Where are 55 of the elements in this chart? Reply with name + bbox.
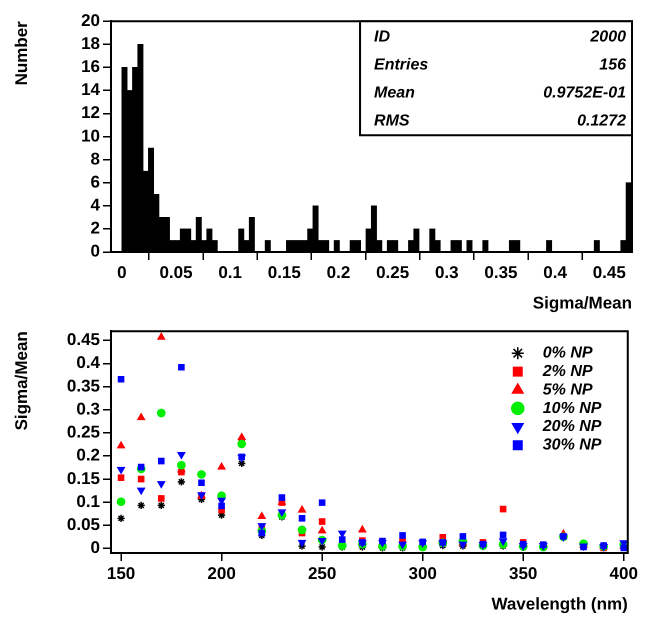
x-tick-label: 150 [106,564,136,583]
annotation: Mean [374,84,416,102]
annotation: 2000 [589,28,626,46]
x-tick-label: 0.05 [159,262,193,282]
x-tick-label: 0.3 [434,262,459,282]
y-tick-label: 10 [81,126,100,146]
y-tick-label: 0.15 [66,468,100,488]
annotation: 156 [599,56,626,74]
legend-label: 10% NP [542,400,602,417]
legend-label: 30% NP [542,436,602,454]
x-axis-title: Wavelength (nm) [491,594,628,614]
y-tick-label: 0 [90,538,100,558]
y-tick-label: 4 [90,196,101,215]
y-axis-title: Number [12,20,31,86]
y-tick-label: 20 [81,10,100,30]
x-axis-title: Sigma/Mean [532,293,632,312]
legend-label: 20% NP [542,418,602,436]
y-tick-label: 12 [81,103,100,122]
x-tick-label: 0.1 [218,262,242,282]
x-tick-label: 0 [117,262,127,282]
legend-label: 2% NP [542,363,593,380]
y-tick-label: 0.2 [76,446,100,465]
legend-label: 0% NP [542,344,593,362]
y-tick-label: 2 [90,218,100,238]
x-tick-label: 250 [308,564,336,583]
y-tick-label: 16 [81,57,100,76]
legend-label: 5% NP [542,381,593,398]
y-tick-label: 14 [81,80,101,100]
y-tick-label: 0.1 [76,492,100,511]
y-tick-label: 6 [90,172,100,192]
annotation: 0.1272 [577,112,626,130]
x-tick-label: 0.2 [326,262,350,282]
x-tick-label: 0.25 [376,262,410,282]
y-axis-title: Sigma/Mean [12,331,31,430]
y-tick-label: 0.35 [66,376,100,396]
x-tick-label: 0.15 [268,262,301,282]
x-tick-label: 0.4 [543,262,568,282]
x-tick-label: 300 [408,564,437,583]
annotation: Entries [374,56,428,74]
annotation: RMS [374,112,410,130]
x-tick-label: 350 [509,564,538,583]
x-tick-label: 0.45 [592,262,626,282]
y-tick-label: 0.4 [76,353,101,372]
x-tick-label: 200 [207,564,236,583]
y-tick-label: 0.25 [66,422,100,442]
y-tick-label: 18 [81,34,100,53]
annotation: ID [374,28,390,46]
y-tick-label: 0.45 [66,330,100,350]
y-tick-label: 0.3 [76,399,100,418]
y-tick-label: 0.05 [66,514,100,534]
annotation: 0.9752E-01 [543,84,626,102]
x-tick-label: 0.35 [484,262,518,282]
y-tick-label: 8 [90,149,100,168]
y-tick-label: 0 [90,242,100,261]
x-tick-label: 400 [610,564,638,583]
